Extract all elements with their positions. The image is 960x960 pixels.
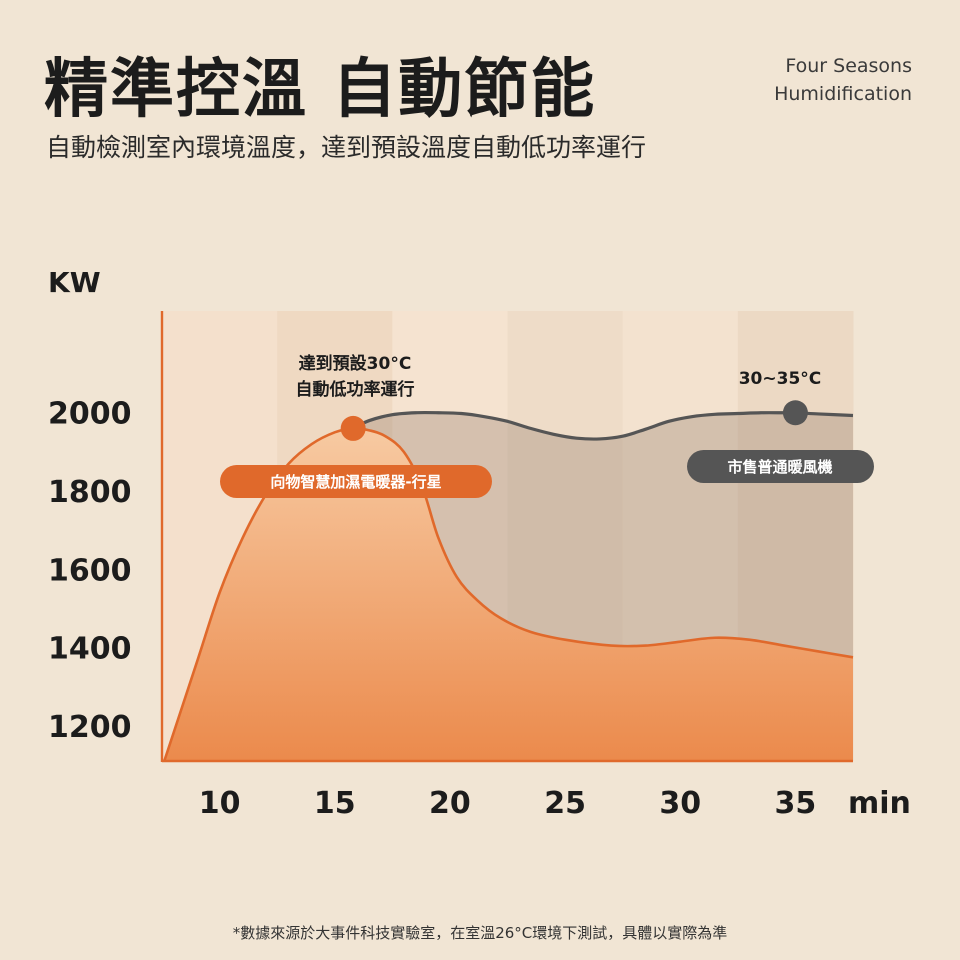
brand-line-2: Humidification (774, 83, 912, 105)
preset-reached-marker (340, 415, 366, 441)
brand-line-1: Four Seasons (785, 55, 912, 77)
footnote: *數據來源於大事件科技實驗室，在室溫26°C環境下測試，具體以實際為準 (232, 924, 728, 942)
y-tick-label: 1600 (48, 553, 132, 588)
y-tick-label: 1800 (48, 475, 132, 510)
annotation-temp-range: 30~35°C (739, 369, 822, 389)
annotation-preset-line-1: 達到預設30°C (299, 353, 412, 374)
x-tick-label: 30 (659, 786, 701, 821)
x-tick-label: 25 (544, 786, 586, 821)
y-tick-label: 2000 (48, 397, 132, 432)
y-axis-label: KW (48, 266, 101, 299)
legend-label-planet-heater: 向物智慧加濕電暖器-行星 (270, 473, 441, 491)
x-axis-unit: min (848, 786, 911, 821)
x-tick-label: 15 (314, 786, 356, 821)
annotation-preset-line-2: 自動低功率運行 (296, 379, 415, 400)
temp-range-marker (782, 400, 808, 426)
orange-area-fill (164, 428, 853, 761)
y-tick-label: 1400 (48, 632, 132, 667)
legend-pill-generic-heater (687, 450, 874, 483)
legend-pill-planet-heater (220, 465, 492, 498)
x-tick-label: 20 (429, 786, 471, 821)
brand-text: Four Seasons Humidification (774, 52, 912, 108)
y-tick-label: 1200 (48, 710, 132, 745)
legend-label-generic-heater: 市售普通暖風機 (727, 458, 832, 476)
series-line-heater-generic (352, 410, 854, 441)
subtitle: 自動檢測室內環境溫度，達到預設溫度自動低功率運行 (46, 133, 647, 162)
x-tick-label: 35 (775, 786, 817, 821)
x-tick-label: 10 (199, 786, 241, 821)
page-title: 精準控溫 自動節能 (44, 53, 597, 127)
